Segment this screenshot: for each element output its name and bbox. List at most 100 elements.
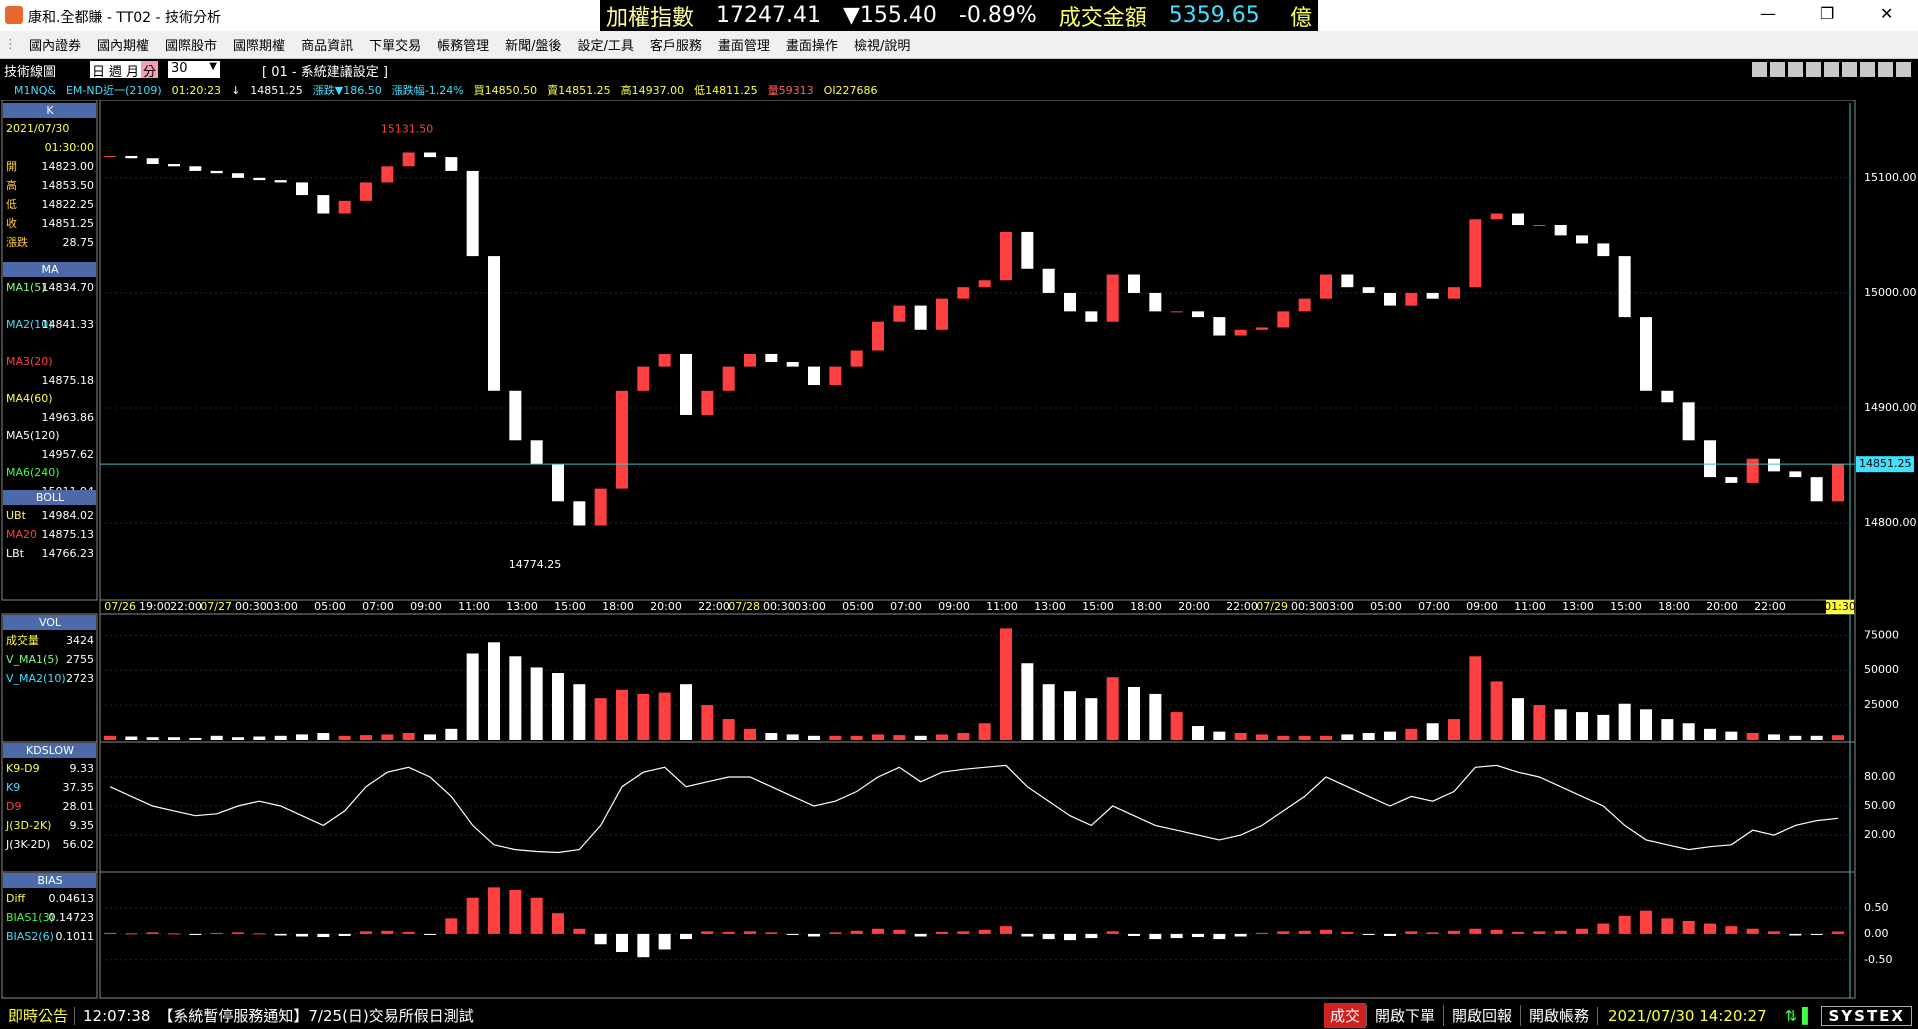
tool-button[interactable] (1878, 62, 1893, 77)
tool-button[interactable] (1842, 62, 1857, 77)
y-tick-label: 75000 (1864, 628, 1899, 641)
bar (1554, 709, 1567, 740)
section-header (3, 262, 96, 277)
bar (125, 736, 138, 740)
bar (210, 735, 223, 740)
tool-button[interactable] (1824, 62, 1839, 77)
interval-select[interactable]: 30 ▼ (168, 61, 220, 78)
menu-item[interactable]: 檢視/說明 (853, 39, 911, 54)
candle-body (552, 464, 564, 502)
tool-button[interactable] (1896, 62, 1911, 77)
candle-body (893, 305, 906, 322)
tool-button[interactable] (1752, 62, 1767, 77)
menu-item[interactable]: 帳務管理 (437, 39, 490, 54)
bar (552, 913, 564, 934)
trade-button[interactable]: 成交 (1323, 1003, 1366, 1028)
panel-label: 低 (6, 197, 17, 211)
menu-item[interactable]: 下單交易 (369, 39, 422, 54)
menu-item[interactable]: 畫面操作 (785, 39, 838, 54)
menu-item[interactable]: 商品資訊 (301, 39, 354, 54)
panel-label: 漲跌 (6, 235, 28, 249)
ticker-item: 17247.41 (716, 3, 821, 28)
panel-label: 開 (6, 160, 17, 173)
menu-item[interactable]: 新聞/盤後 (505, 39, 562, 54)
period-option[interactable]: 週 (109, 65, 123, 80)
tool-button[interactable] (1860, 62, 1875, 77)
bar (445, 918, 458, 934)
bar (1128, 686, 1140, 740)
panel-label: 高 (6, 178, 17, 192)
bar (722, 931, 735, 934)
x-tick-label: 18:00 (1658, 600, 1690, 613)
candle-body (1661, 390, 1674, 403)
menu-item[interactable]: 設定/工具 (577, 39, 634, 54)
bar (637, 933, 650, 958)
candle-body (424, 152, 436, 158)
bar (1341, 734, 1354, 740)
close-button[interactable]: ✕ (1880, 4, 1894, 23)
bar (360, 931, 372, 934)
bar (1490, 681, 1503, 740)
candle-body (509, 390, 522, 441)
menu-item[interactable]: 國際股市 (165, 39, 218, 54)
bar (978, 723, 991, 740)
status-button[interactable]: 開啟帳務 (1520, 1005, 1597, 1026)
tool-button[interactable] (1788, 62, 1803, 77)
bar (1832, 735, 1844, 740)
candle-body (1405, 292, 1418, 306)
minimize-button[interactable]: — (1760, 4, 1776, 23)
bar (104, 932, 116, 934)
x-tick-label: 05:00 (314, 600, 346, 613)
period-option[interactable]: 日 (92, 65, 106, 80)
ticker-item: -0.89% (958, 3, 1037, 28)
candle-body (1512, 213, 1524, 226)
menu-item[interactable]: 畫面管理 (717, 39, 770, 54)
bar (914, 933, 927, 937)
bar (1000, 926, 1012, 934)
y-tick-label: -0.50 (1864, 953, 1892, 966)
section-title: K (46, 104, 54, 117)
x-tick-label: 20:00 (1178, 600, 1210, 613)
notice-text[interactable]: 【系統暫停服務通知】7/25(日)交易所假日測試 (158, 1007, 474, 1025)
candle-body (274, 180, 287, 183)
candle-body (978, 280, 991, 288)
bar (1064, 933, 1076, 941)
candle-body (594, 488, 607, 526)
bar (573, 684, 586, 740)
panel-label: D9 (6, 800, 21, 813)
bar (1789, 735, 1802, 740)
quote-info: M1NQ& EM-ND近一(2109) 01:20:23 ↓ 14851.25 漲跌▼18… (0, 80, 1918, 100)
restore-button[interactable]: ❐ (1820, 4, 1835, 23)
bar (1746, 928, 1759, 934)
bar (1192, 726, 1204, 740)
candle-body (1426, 292, 1439, 299)
candle-body (402, 152, 415, 167)
bar (1533, 705, 1546, 740)
tool-button[interactable] (1806, 62, 1821, 77)
x-tick-label: 15:00 (1082, 600, 1114, 613)
menu-item[interactable]: 國內期權 (97, 39, 150, 54)
bar (1810, 933, 1823, 935)
panel-frame (99, 741, 1856, 873)
panel-label: MA5(120) (6, 429, 60, 442)
menu-item[interactable]: 國際期權 (233, 39, 286, 54)
x-tick-label: 05:00 (1370, 600, 1402, 613)
candle-body (1384, 292, 1396, 306)
period-option[interactable]: 月 (126, 65, 140, 80)
status-button[interactable]: 開啟回報 (1442, 1005, 1520, 1026)
bar (466, 653, 479, 740)
status-bar: 即時公告 12:07:38 【系統暫停服務通知】7/25(日)交易所假日測試 成… (0, 1002, 1918, 1029)
bar (1533, 931, 1546, 934)
bar (274, 735, 287, 740)
period-option[interactable]: 分 (141, 61, 159, 80)
panel-text: 01:30:00 (45, 141, 94, 154)
tool-button[interactable] (1770, 62, 1785, 77)
menu-item[interactable]: 客戶服務 (649, 39, 702, 54)
menu-item[interactable]: 國內證券 (29, 39, 82, 54)
bar (1661, 719, 1674, 740)
status-button[interactable]: 開啟下單 (1365, 1005, 1443, 1026)
panel-label: V_MA2(10) (6, 672, 66, 685)
bar (936, 931, 948, 934)
left-frame (1, 871, 98, 999)
